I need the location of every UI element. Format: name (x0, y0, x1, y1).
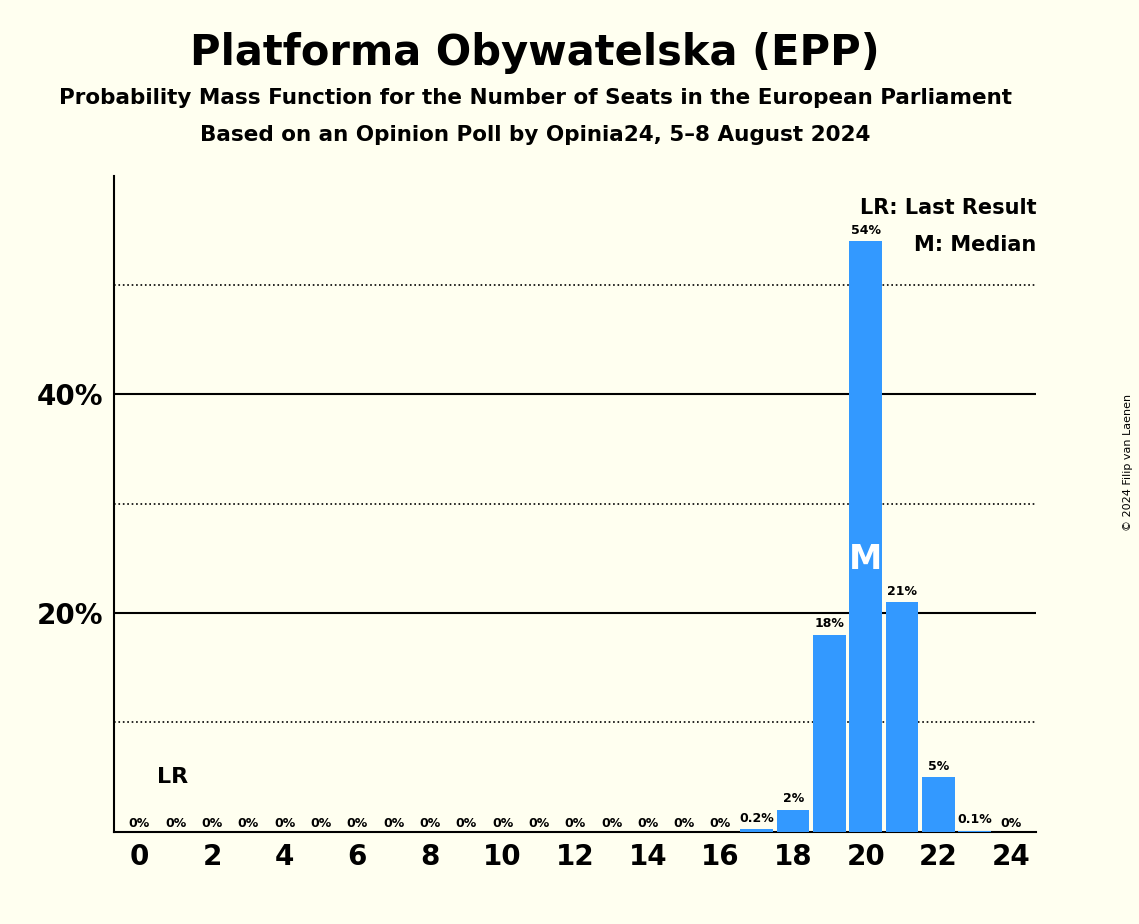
Text: 0%: 0% (202, 817, 222, 830)
Text: 2%: 2% (782, 793, 804, 806)
Bar (777, 809, 810, 832)
Text: 0%: 0% (346, 817, 368, 830)
Text: 0%: 0% (565, 817, 585, 830)
Text: 0%: 0% (238, 817, 259, 830)
Text: Platforma Obywatelska (EPP): Platforma Obywatelska (EPP) (190, 32, 880, 74)
Text: 18%: 18% (814, 617, 844, 630)
Text: 0.1%: 0.1% (958, 813, 992, 826)
Text: 0%: 0% (1000, 817, 1022, 830)
Text: M: Median: M: Median (915, 235, 1036, 255)
Text: 0%: 0% (710, 817, 731, 830)
Text: M: M (850, 543, 883, 577)
Text: © 2024 Filip van Laenen: © 2024 Filip van Laenen (1123, 394, 1133, 530)
Text: Probability Mass Function for the Number of Seats in the European Parliament: Probability Mass Function for the Number… (59, 88, 1011, 108)
Bar (923, 777, 954, 832)
Text: 0%: 0% (165, 817, 187, 830)
Text: 0.2%: 0.2% (739, 812, 775, 825)
Text: 54%: 54% (851, 224, 880, 237)
Bar (740, 830, 773, 832)
Text: LR: LR (157, 767, 189, 787)
Text: 0%: 0% (601, 817, 622, 830)
Text: 0%: 0% (673, 817, 695, 830)
Bar (958, 831, 991, 832)
Text: 0%: 0% (129, 817, 150, 830)
Bar (813, 635, 846, 832)
Text: 0%: 0% (528, 817, 549, 830)
Bar (886, 602, 918, 832)
Text: LR: Last Result: LR: Last Result (860, 198, 1036, 218)
Text: 21%: 21% (887, 585, 917, 598)
Text: 0%: 0% (383, 817, 404, 830)
Text: 5%: 5% (928, 760, 949, 772)
Text: 0%: 0% (492, 817, 514, 830)
Text: 0%: 0% (456, 817, 477, 830)
Bar (850, 241, 882, 832)
Text: 0%: 0% (637, 817, 658, 830)
Text: 0%: 0% (274, 817, 295, 830)
Text: 0%: 0% (310, 817, 331, 830)
Text: 0%: 0% (419, 817, 441, 830)
Text: Based on an Opinion Poll by Opinia24, 5–8 August 2024: Based on an Opinion Poll by Opinia24, 5–… (200, 125, 870, 145)
